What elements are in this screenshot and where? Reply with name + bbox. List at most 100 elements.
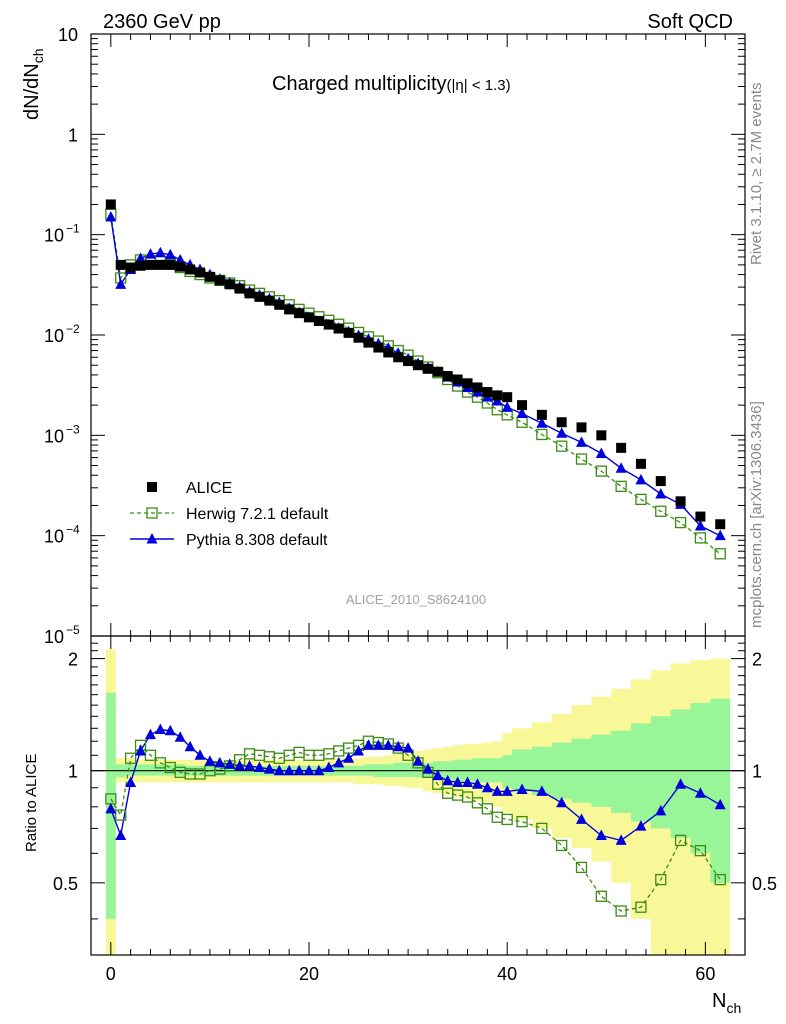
x-tick-label: 20 xyxy=(299,964,319,984)
alice-point xyxy=(403,356,414,367)
herwig-ratio-point xyxy=(124,752,137,764)
pythia-ratio-point xyxy=(323,761,335,773)
legend-entry-herwig: Herwig 7.2.1 default xyxy=(130,506,329,523)
alice-point xyxy=(323,319,334,330)
alice-point xyxy=(244,288,255,299)
legend-label: ALICE xyxy=(186,480,232,497)
alice-point xyxy=(695,511,706,522)
pythia-point xyxy=(536,417,548,428)
y-tick-exponent: −3 xyxy=(66,422,80,436)
y-tick-label: 10 xyxy=(44,226,64,246)
herwig-point xyxy=(694,532,707,544)
herwig-ratio-point xyxy=(556,839,568,852)
pythia-ratio-point xyxy=(105,802,117,814)
pythia-ratio-point xyxy=(234,759,246,771)
pythia-ratio-point xyxy=(353,744,365,756)
alice-point xyxy=(313,315,324,326)
legend-marker-pythia xyxy=(146,533,158,544)
pythia-point xyxy=(576,436,587,447)
alice-point xyxy=(224,279,235,290)
main-y-axis-label-text: dN/dN xyxy=(21,63,43,120)
ratio-tick-label-right: 2 xyxy=(752,650,762,670)
herwig-point xyxy=(595,465,607,477)
alice-point xyxy=(442,371,453,382)
alice-point xyxy=(472,382,483,393)
alice-point xyxy=(204,271,215,282)
pythia-ratio-point xyxy=(253,761,265,773)
pythia-ratio-point xyxy=(224,758,236,769)
pythia-ratio-point xyxy=(343,752,355,763)
pythia-point xyxy=(154,246,166,258)
pythia-ratio-point xyxy=(481,781,493,793)
pythia-ratio-point xyxy=(442,774,454,786)
pythia-ratio-point xyxy=(263,763,275,774)
pythia-ratio-point xyxy=(615,834,627,845)
main-y-axis-label: dN/dNch xyxy=(21,49,46,121)
x-tick-label: 60 xyxy=(695,964,715,984)
alice-point xyxy=(675,496,686,507)
pythia-point xyxy=(714,529,726,541)
alice-point xyxy=(115,259,126,270)
alice-point xyxy=(234,283,245,294)
pythia-ratio-point xyxy=(694,787,706,798)
legend-label: Herwig 7.2.1 default xyxy=(186,506,329,523)
pythia-point xyxy=(516,407,528,419)
pythia-ratio-point xyxy=(382,739,394,750)
alice-point xyxy=(264,295,275,306)
herwig-ratio-point xyxy=(333,745,345,757)
alice-point xyxy=(452,374,463,385)
ratio-tick-label: 1 xyxy=(68,762,78,782)
herwig-ratio-point xyxy=(575,861,588,874)
band-outer xyxy=(105,649,731,955)
pythia-point xyxy=(164,248,176,260)
alice-point xyxy=(596,430,607,441)
pythia-ratio-point xyxy=(452,776,464,787)
pythia-ratio-point xyxy=(392,740,404,752)
mcplots-label: mcplots.cern.ch [arXiv:1306.3436] xyxy=(748,401,765,628)
pythia-point xyxy=(501,401,513,412)
chart-title-text: Charged multiplicity xyxy=(272,73,447,95)
herwig-ratio-point xyxy=(471,797,484,809)
alice-point xyxy=(135,260,146,271)
pythia-ratio-point xyxy=(333,756,345,768)
analysis-tag: ALICE_2010_S8624100 xyxy=(346,592,486,607)
pythia-ratio-point xyxy=(491,785,503,796)
pythia-ratio-point xyxy=(303,764,315,776)
herwig-ratio-point xyxy=(674,834,687,847)
pythia-ratio-point xyxy=(516,783,528,795)
alice-point xyxy=(284,304,295,315)
herwig-ratio-point xyxy=(714,873,726,886)
pythia-ratio-point xyxy=(432,769,444,781)
pythia-ratio-point xyxy=(556,796,568,808)
alice-point xyxy=(125,262,136,273)
alice-point xyxy=(492,390,503,401)
uncertainty-bands xyxy=(105,649,731,955)
header-energy: 2360 GeV pp xyxy=(103,11,221,33)
alice-point xyxy=(175,261,186,272)
pythia-ratio-point xyxy=(422,763,434,774)
legend-label: Pythia 8.308 default xyxy=(186,532,328,549)
alice-point xyxy=(294,308,305,319)
pythia-ratio-point xyxy=(144,728,156,740)
ratio-tick-label-right: 0.5 xyxy=(752,874,777,894)
alice-point xyxy=(254,291,265,302)
alice-point xyxy=(482,387,493,398)
herwig-point xyxy=(575,453,588,465)
rivet-label: Rivet 3.1.10, ≥ 2.7M events xyxy=(748,83,765,266)
herwig-ratio-point xyxy=(655,873,667,886)
alice-point xyxy=(195,267,205,278)
alice-point xyxy=(383,347,394,358)
x-tick-label: 40 xyxy=(497,964,517,984)
pythia-ratio-point xyxy=(194,749,206,760)
pythia-ratio-point xyxy=(372,739,384,750)
pythia-ratio-point xyxy=(402,742,414,753)
pythia-ratio-point xyxy=(174,731,186,742)
pythia-point xyxy=(615,462,627,473)
pythia-point xyxy=(105,210,117,222)
alice-point xyxy=(333,323,344,334)
pythia-ratio-point xyxy=(412,755,424,766)
y-tick-label: 10 xyxy=(44,326,64,346)
herwig-point xyxy=(491,404,503,416)
y-tick-exponent: −2 xyxy=(66,322,80,336)
y-tick-label: 10 xyxy=(44,426,64,446)
